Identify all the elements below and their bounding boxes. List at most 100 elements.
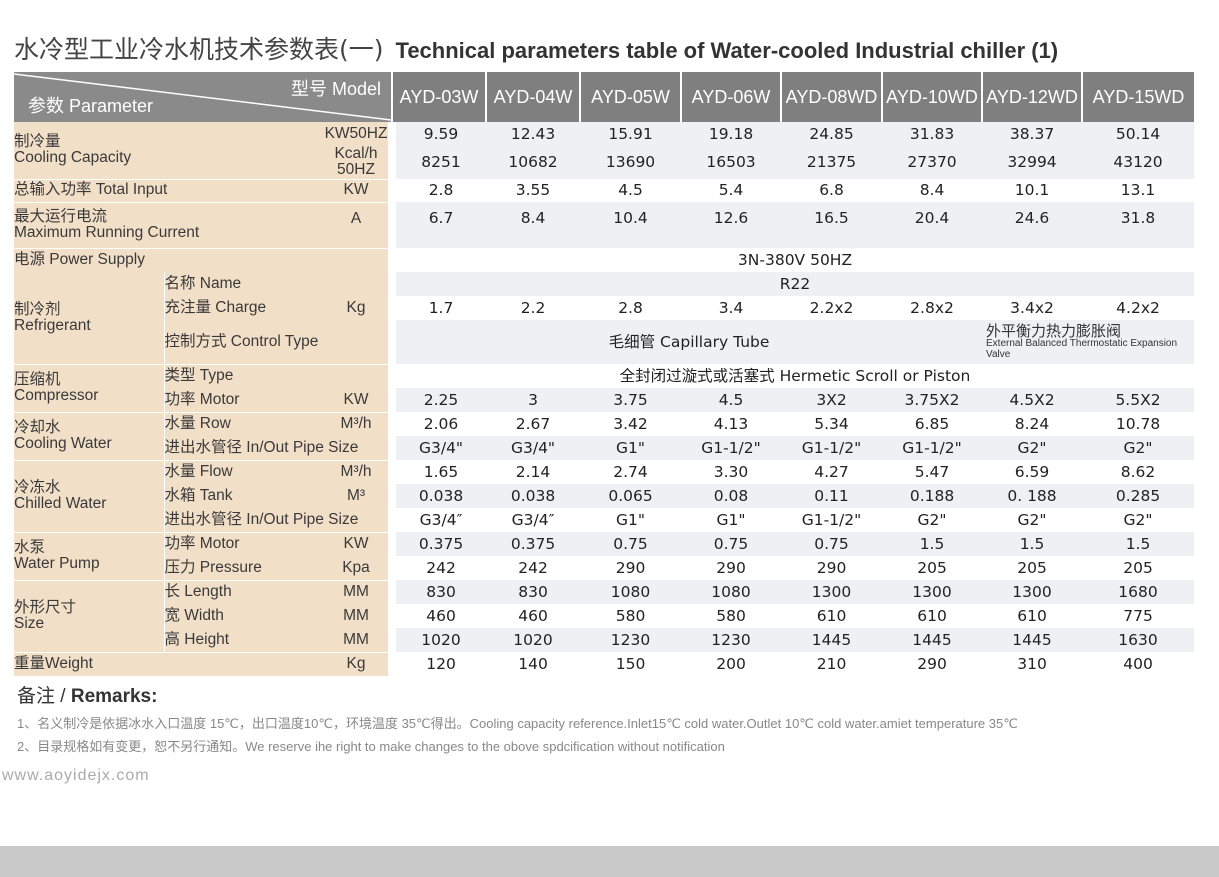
- chilled-water-label-en: Chilled Water: [14, 495, 107, 513]
- size-length-cell: 1300: [882, 580, 983, 605]
- cooling-water-row-cell: 4.13: [681, 412, 782, 437]
- chilled-water-tank-label: 水箱 Tank: [163, 484, 324, 509]
- chilled-water-pipe-cell: G1": [681, 508, 782, 533]
- max-current-cell: 24.6: [982, 202, 1083, 249]
- compressor-label-zh: 压缩机: [14, 370, 61, 388]
- total-input-cell: 13.1: [1082, 179, 1195, 203]
- chilled-water-tank-cell: 0. 188: [982, 484, 1083, 509]
- remark-note-2: 2、目录规格如有变更，恕不另行通知。We reserve ihe right t…: [17, 739, 725, 754]
- compressor-motor-label: 功率 Motor: [163, 388, 324, 413]
- refrigerant-charge-unit: Kg: [324, 296, 393, 321]
- max-current-cell: 12.6: [681, 202, 782, 249]
- cooling-capacity-kw-cell: 19.18: [681, 122, 782, 146]
- water-pump-motor-cell: 0.75: [681, 532, 782, 557]
- size-width-cell: 610: [882, 604, 983, 629]
- cooling-water-row-cell: 2.06: [388, 412, 487, 437]
- cooling-capacity-kw-cell: 31.83: [882, 122, 983, 146]
- chilled-water-tank-unit: M³: [324, 484, 393, 509]
- refrigerant-charge-cell: 2.8: [580, 296, 682, 321]
- water-pump-pressure-cell: 242: [486, 556, 581, 581]
- compressor-type-value: 全封闭过漩式或活塞式 Hermetic Scroll or Piston: [388, 364, 1195, 389]
- water-pump-motor-label: 功率 Motor: [163, 531, 324, 557]
- model-header: AYD-15WD: [1081, 72, 1195, 122]
- refrigerant-charge-cell: 3.4x2: [982, 296, 1083, 321]
- title-en: Technical parameters table of Water-cool…: [395, 38, 1059, 63]
- refrigerant-charge-cell: 4.2x2: [1082, 296, 1195, 321]
- cooling-capacity-kw-cell: 12.43: [486, 122, 581, 146]
- compressor-motor-cell: 2.25: [388, 388, 487, 413]
- size-height-label: 高 Height: [163, 628, 324, 653]
- page-title: 水冷型工业冷水机技术参数表(一) Technical parameters tab…: [14, 30, 1214, 66]
- total-input-cell: 5.4: [681, 179, 782, 203]
- model-header: AYD-04W: [485, 72, 581, 122]
- model-header: AYD-05W: [579, 72, 682, 122]
- water-pump-pressure-cell: 290: [681, 556, 782, 581]
- cooling-capacity-kcal-cell: 21375: [781, 146, 883, 180]
- water-pump-pressure-label: 压力 Pressure: [163, 556, 324, 581]
- weight-cell: 210: [781, 652, 883, 677]
- cooling-capacity-label-en: Cooling Capacity: [14, 149, 132, 167]
- water-pump-pressure-unit: Kpa: [324, 556, 393, 581]
- water-pump-motor-cell: 1.5: [882, 532, 983, 557]
- size-length-cell: 1300: [982, 580, 1083, 605]
- compressor-type-label: 类型 Type: [163, 363, 393, 389]
- weight-label: 重量Weight: [14, 651, 324, 677]
- cooling-water-row-label: 水量 Row: [163, 411, 324, 437]
- chilled-water-tank-cell: 0.08: [681, 484, 782, 509]
- spec-table: 型号 Model 参数 Parameter AYD-03W AYD-04W AY…: [14, 72, 1195, 677]
- chilled-water-pipe-cell: G2": [982, 508, 1083, 533]
- chilled-water-label-zh: 冷冻水: [14, 478, 61, 496]
- weight-cell: 290: [882, 652, 983, 677]
- refrigerant-name-label: 名称 Name: [163, 272, 393, 297]
- total-input-cell: 2.8: [388, 179, 487, 203]
- model-header-label: 型号 Model: [290, 79, 382, 99]
- size-length-cell: 1080: [580, 580, 682, 605]
- size-label-zh: 外形尺寸: [14, 598, 77, 616]
- cooling-capacity-kcal-cell: 13690: [580, 146, 682, 180]
- chilled-water-flow-cell: 1.65: [388, 460, 487, 485]
- compressor-motor-cell: 3: [486, 388, 581, 413]
- size-height-cell: 1630: [1082, 628, 1195, 653]
- refrigerant-charge-cell: 3.4: [681, 296, 782, 321]
- compressor-label-en: Compressor: [14, 387, 99, 405]
- size-height-cell: 1230: [580, 628, 682, 653]
- size-width-cell: 775: [1082, 604, 1195, 629]
- total-input-cell: 6.8: [781, 179, 883, 203]
- water-pump-label-en: Water Pump: [14, 555, 100, 573]
- remarks-heading: 备注 / Remarks:: [17, 681, 157, 708]
- chilled-water-tank-cell: 0.038: [388, 484, 487, 509]
- cooling-water-row-cell: 10.78: [1082, 412, 1195, 437]
- power-supply-value: 3N-380V 50HZ: [388, 248, 1195, 273]
- refrigerant-charge-cell: 2.2x2: [781, 296, 883, 321]
- chilled-water-flow-cell: 5.47: [882, 460, 983, 485]
- cooling-water-row-cell: 6.85: [882, 412, 983, 437]
- title-zh: 水冷型工业冷水机技术参数表(一): [14, 35, 384, 64]
- remark-note-1: 1、名义制冷是依据冰水入口温度 15℃，出口温度10℃，环境温度 35℃得出。C…: [17, 716, 1018, 731]
- total-input-label: 总输入功率 Total Input: [14, 178, 324, 203]
- cooling-water-row-cell: 5.34: [781, 412, 883, 437]
- cooling-capacity-kcal-cell: 43120: [1082, 146, 1195, 180]
- chilled-water-flow-cell: 8.62: [1082, 460, 1195, 485]
- size-length-cell: 1680: [1082, 580, 1195, 605]
- size-length-cell: 830: [486, 580, 581, 605]
- total-input-cell: 8.4: [882, 179, 983, 203]
- weight-cell: 140: [486, 652, 581, 677]
- refrigerant-label-en: Refrigerant: [14, 316, 91, 334]
- chilled-water-pipe-cell: G2": [882, 508, 983, 533]
- max-current-unit: A: [324, 201, 393, 249]
- size-height-cell: 1445: [781, 628, 883, 653]
- water-pump-motor-cell: 0.75: [580, 532, 682, 557]
- water-pump-label-zh: 水泵: [14, 538, 46, 556]
- refrigerant-control-alt: 外平衡力热力膨胀阀 External Balanced Thermostatic…: [982, 320, 1195, 365]
- cooling-capacity-kw-cell: 38.37: [982, 122, 1083, 146]
- cooling-water-label-en: Cooling Water: [14, 435, 112, 453]
- chilled-water-pipe-cell: G2": [1082, 508, 1195, 533]
- water-pump-pressure-cell: 242: [388, 556, 487, 581]
- watermark-url: www.aoyidejx.com: [2, 767, 150, 784]
- cooling-capacity-kcal-cell: 27370: [882, 146, 983, 180]
- refrigerant-control-label: 控制方式 Control Type: [163, 320, 393, 365]
- refrigerant-charge-cell: 2.8x2: [882, 296, 983, 321]
- total-input-cell: 10.1: [982, 179, 1083, 203]
- chilled-water-pipe-cell: G3/4″: [486, 508, 581, 533]
- size-label-en: Size: [14, 615, 45, 633]
